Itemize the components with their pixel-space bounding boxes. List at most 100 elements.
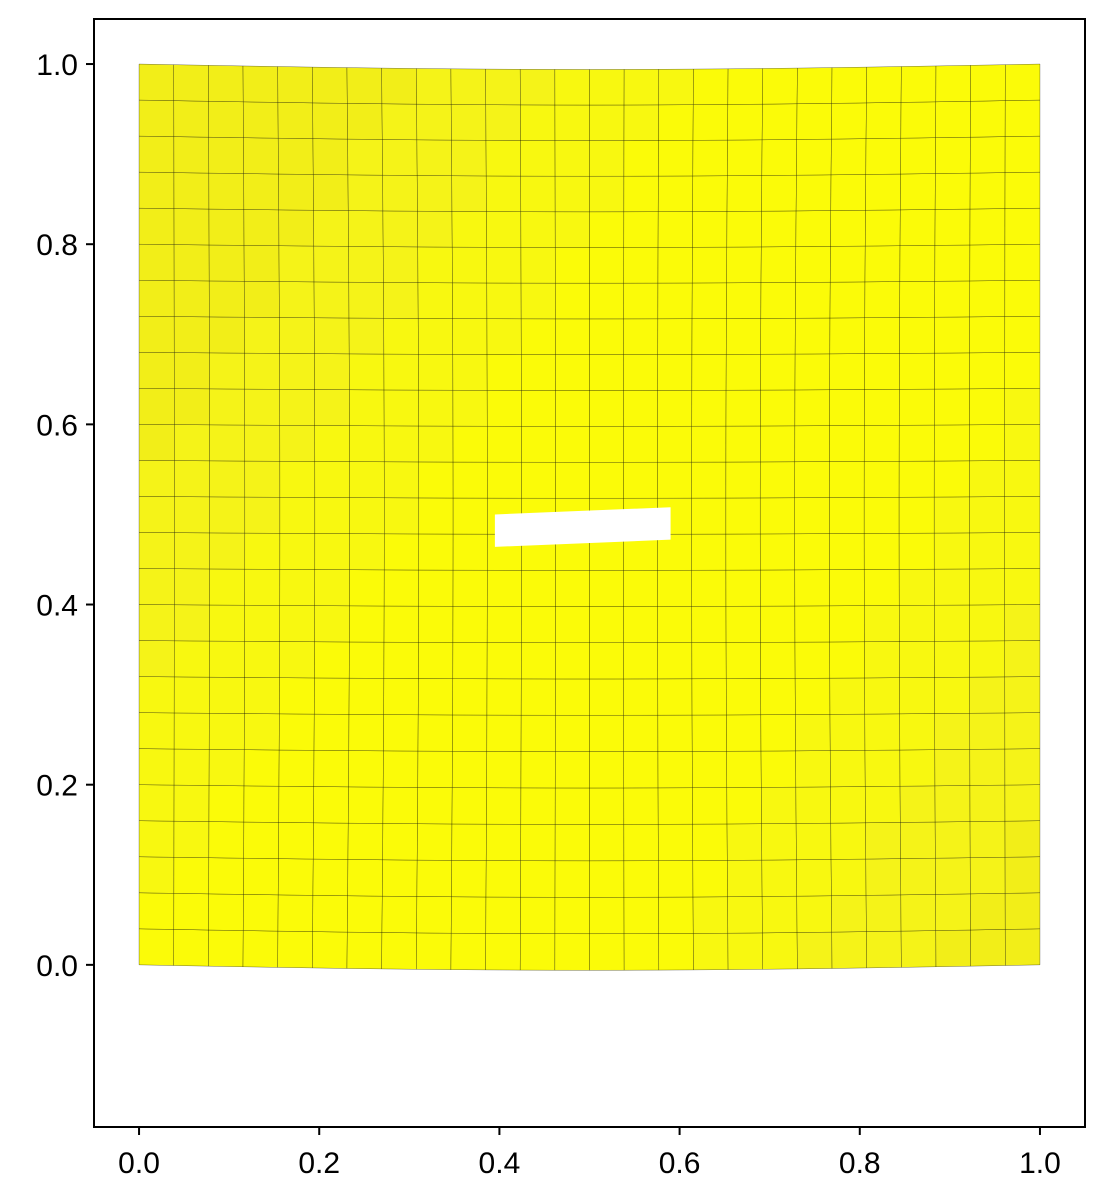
mesh-cell <box>554 104 590 141</box>
mesh-cell <box>760 282 796 319</box>
mesh-cell <box>761 175 797 212</box>
mesh-cell <box>418 533 454 571</box>
mesh-cell <box>623 140 659 177</box>
mesh-cell <box>312 931 348 969</box>
mesh-cell <box>173 857 209 895</box>
mesh-cell <box>520 175 556 212</box>
mesh-cell <box>794 605 830 643</box>
mesh-cell <box>692 751 727 788</box>
mesh-cell <box>623 426 658 463</box>
mesh-cell <box>347 103 383 140</box>
mesh-cell <box>382 859 418 897</box>
mesh-cell <box>864 425 900 462</box>
mesh-cell <box>865 138 901 175</box>
mesh-cell <box>760 569 796 607</box>
mesh-cell <box>864 749 901 787</box>
mesh-cell <box>209 713 245 750</box>
mesh-cell <box>865 209 901 247</box>
mesh-cell <box>864 677 900 715</box>
mesh-cell <box>1004 856 1041 894</box>
crack-region <box>494 507 671 547</box>
mesh-cell <box>313 750 349 788</box>
mesh-cell <box>969 280 1006 318</box>
mesh-cell <box>829 677 865 715</box>
mesh-cell <box>934 496 970 534</box>
mesh-cell <box>209 388 245 426</box>
mesh-cell <box>589 390 624 427</box>
mesh-cell <box>760 678 796 715</box>
x-tick-label: 0.4 <box>479 1147 521 1180</box>
mesh-cell <box>348 714 384 752</box>
mesh-cell <box>970 100 1006 138</box>
mesh-cell <box>417 246 453 284</box>
mesh-cell <box>935 857 971 895</box>
mesh-cell <box>417 823 453 861</box>
x-axis: 0.0 0.2 0.4 0.6 0.8 1.0 <box>118 1127 1061 1180</box>
mesh-cell <box>760 246 797 283</box>
mesh-cell <box>691 606 727 643</box>
mesh-cell <box>277 930 313 969</box>
mesh-cell <box>934 208 971 246</box>
mesh-cell <box>209 604 245 642</box>
mesh-cell <box>691 642 727 679</box>
mesh-cell <box>244 713 280 751</box>
mesh-cell <box>173 64 209 102</box>
mesh-cell <box>1004 532 1041 569</box>
x-tick-label: 0.6 <box>659 1147 701 1180</box>
mesh-cell <box>691 678 727 716</box>
mesh-cell <box>278 245 315 283</box>
mesh-cell <box>760 533 795 571</box>
mesh-cell <box>417 175 453 212</box>
mesh-cell <box>899 641 935 678</box>
mesh-cell <box>589 69 625 106</box>
mesh-cell <box>589 642 624 680</box>
mesh-cell <box>138 135 175 173</box>
mesh-cell <box>899 352 935 390</box>
mesh-cell <box>762 932 798 970</box>
mesh-cell <box>349 425 385 462</box>
mesh-cell <box>314 677 350 715</box>
mesh-cell <box>727 859 763 897</box>
mesh-cell <box>692 211 728 248</box>
mesh-cell <box>452 282 488 319</box>
mesh-cell <box>935 65 971 103</box>
mesh-cell <box>173 784 210 822</box>
mesh-cell <box>417 211 453 248</box>
mesh-cell <box>693 68 729 105</box>
mesh-cell <box>486 714 522 752</box>
mesh-cell <box>349 461 385 498</box>
mesh-cell <box>864 713 901 751</box>
mesh-cell <box>899 317 935 354</box>
mesh-cell <box>554 933 590 971</box>
mesh-cell <box>138 63 174 101</box>
mesh-cell <box>382 175 418 212</box>
mesh-cell <box>138 244 175 281</box>
mesh-cell <box>382 139 418 176</box>
mesh-cell <box>623 104 659 141</box>
mesh-cell <box>520 104 556 141</box>
mesh-cell <box>898 496 935 534</box>
mesh-cell <box>725 354 761 391</box>
mesh-cell <box>864 353 900 390</box>
mesh-cell <box>899 281 935 318</box>
mesh-cell <box>657 642 693 680</box>
mesh-cell <box>418 497 454 535</box>
mesh-cell <box>314 641 350 679</box>
mesh-cell <box>312 66 348 104</box>
mesh-cell <box>417 714 453 752</box>
mesh-cell <box>313 822 349 860</box>
x-tick-label: 0.0 <box>118 1147 160 1180</box>
x-tick-label: 0.2 <box>298 1147 340 1180</box>
mesh-cell <box>692 139 728 177</box>
mesh-cell <box>244 532 281 570</box>
mesh-cell <box>1004 99 1041 137</box>
mesh-cell <box>794 461 830 498</box>
mesh-cell <box>899 785 936 823</box>
mesh-cell <box>554 860 590 898</box>
mesh-cell <box>623 570 658 607</box>
mesh-cell <box>209 280 245 318</box>
mesh-cell <box>174 532 210 570</box>
mesh-cell <box>520 751 556 789</box>
mesh-cell <box>725 605 761 643</box>
mesh-cell <box>898 532 935 570</box>
